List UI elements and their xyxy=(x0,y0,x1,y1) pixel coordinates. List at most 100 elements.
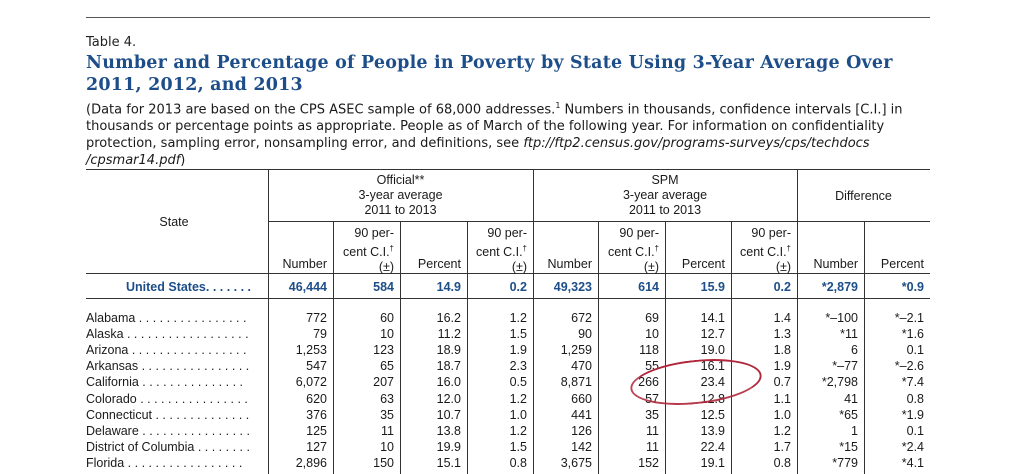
table-cell: 41 xyxy=(844,391,858,406)
table-cell: 11 xyxy=(646,439,659,454)
ci-header-line: (±) xyxy=(643,260,659,275)
table-cell: 0.7 xyxy=(773,375,791,390)
table-cell: 0.2 xyxy=(509,280,527,294)
table-cell: 125 xyxy=(306,423,327,438)
note-close: ) xyxy=(180,153,186,169)
state-name: Connecticut . . . . . . . . . . . . . . xyxy=(86,407,250,422)
ci-header: 90 per-cent C.I.† (±) xyxy=(598,226,659,275)
table-cell: 6,072 xyxy=(295,375,327,390)
table-cell: 13.9 xyxy=(700,423,725,438)
table-cell: 19.1 xyxy=(700,455,725,470)
table-cell: 0.8 xyxy=(509,455,527,470)
ci-header-line: cent C.I.† xyxy=(731,241,791,260)
official-header-line: Official** xyxy=(376,173,425,187)
table-cell: 1,259 xyxy=(560,343,592,358)
table-cell: 19.0 xyxy=(700,343,725,358)
header-bottom-rule xyxy=(86,273,930,274)
col-divider xyxy=(731,221,732,474)
ci-header-line: 90 per- xyxy=(487,226,527,240)
table-cell: 57 xyxy=(645,391,659,406)
table-cell: 10.7 xyxy=(436,407,461,422)
table-cell: *–2.6 xyxy=(894,359,924,374)
table-cell: 16.2 xyxy=(436,311,461,325)
table-cell: 1.0 xyxy=(773,407,791,422)
table-cell: 0.5 xyxy=(509,375,527,390)
table-cell: 0.8 xyxy=(773,455,791,470)
header-top-rule xyxy=(86,169,930,170)
ci-header-line: 90 per- xyxy=(751,226,791,240)
table-cell: *–2.1 xyxy=(894,311,924,325)
table-cell: 1,253 xyxy=(295,343,327,358)
col-divider xyxy=(268,169,269,474)
table-cell: *–100 xyxy=(825,311,858,325)
table-cell: 35 xyxy=(380,407,394,422)
table-cell: 12.8 xyxy=(700,391,725,406)
table-cell: 6 xyxy=(851,343,858,358)
table-cell: 1.2 xyxy=(509,391,527,406)
ci-header-line: cent C.I.† xyxy=(333,241,394,260)
dagger-mark: † xyxy=(654,244,659,253)
table-cell: *779 xyxy=(832,455,858,470)
ci-header-line: (±) xyxy=(378,260,394,275)
spm-header-line: 3-year average xyxy=(622,188,708,202)
state-name: Arizona . . . . . . . . . . . . . . . . … xyxy=(86,343,247,358)
state-name: Colorado . . . . . . . . . . . . . . . . xyxy=(86,391,248,406)
table-cell: 22.4 xyxy=(700,439,725,454)
table-cell: 660 xyxy=(571,391,592,406)
percent-header: Percent xyxy=(417,257,461,271)
table-cell: 441 xyxy=(571,407,592,422)
table-cell: 1.1 xyxy=(773,391,791,406)
official-header-line: 3-year average xyxy=(358,188,443,202)
dagger-mark: † xyxy=(522,244,527,253)
table-cell: 1.5 xyxy=(509,439,527,454)
table-cell: 23.4 xyxy=(700,375,725,390)
table-cell: 1 xyxy=(851,423,858,438)
table-cell: 620 xyxy=(306,391,327,406)
state-name: District of Columbia . . . . . . . . xyxy=(86,439,250,454)
percent-header: Percent xyxy=(880,257,924,271)
table-cell: 49,323 xyxy=(553,280,592,294)
state-name: Alaska . . . . . . . . . . . . . . . . .… xyxy=(86,327,249,342)
official-header-line: 2011 to 2013 xyxy=(364,203,437,217)
ci-header-line: 90 per- xyxy=(354,226,394,240)
table-cell: 1.9 xyxy=(509,343,527,358)
table-cell: 35 xyxy=(645,407,659,422)
state-name: Delaware . . . . . . . . . . . . . . . . xyxy=(86,423,250,438)
number-header: Number xyxy=(282,257,327,271)
table-cell: 12.7 xyxy=(700,327,725,342)
us-under-rule xyxy=(86,298,930,299)
table-cell: *0.9 xyxy=(901,280,924,294)
table-cell: 69 xyxy=(645,311,659,325)
table-cell: 19.9 xyxy=(436,439,461,454)
col-divider xyxy=(333,221,334,474)
ci-header-line: (±) xyxy=(511,260,527,275)
ftp-link[interactable]: ftp://ftp2.census.gov/programs-surveys/c… xyxy=(86,136,870,169)
table-cell: *65 xyxy=(839,407,858,422)
table-cell: 10 xyxy=(380,439,394,454)
table-cell: 207 xyxy=(373,375,394,390)
table-cell: 90 xyxy=(578,327,592,342)
table-cell: 3,675 xyxy=(560,455,592,470)
table-cell: 15.1 xyxy=(436,455,461,470)
note-text-2: Numbers in thousands, confidence interva… xyxy=(86,102,903,152)
us-row-label: United States. . . . . . . xyxy=(126,280,252,294)
table-cell: *2,879 xyxy=(821,280,858,294)
spm-header-line: SPM xyxy=(651,173,679,187)
table-cell: 1.5 xyxy=(509,327,527,342)
ci-header: 90 per-cent C.I.† (±) xyxy=(333,226,394,275)
table-cell: 14.9 xyxy=(436,280,461,294)
percent-header: Percent xyxy=(681,257,725,271)
spm-header-line: 2011 to 2013 xyxy=(628,203,702,217)
dagger-mark: † xyxy=(786,244,791,253)
table-cell: 55 xyxy=(645,359,659,374)
table-cell: 1.0 xyxy=(509,407,527,422)
table-cell: 12.5 xyxy=(700,407,725,422)
state-name: Arkansas . . . . . . . . . . . . . . . . xyxy=(86,359,250,374)
table-cell: 79 xyxy=(313,327,327,342)
col-divider xyxy=(533,169,534,474)
table-cell: 1.4 xyxy=(773,311,791,325)
table-cell: 152 xyxy=(638,455,659,470)
state-name: California . . . . . . . . . . . . . . . xyxy=(86,375,243,390)
table-cell: 123 xyxy=(373,343,394,358)
col-divider xyxy=(467,221,468,474)
